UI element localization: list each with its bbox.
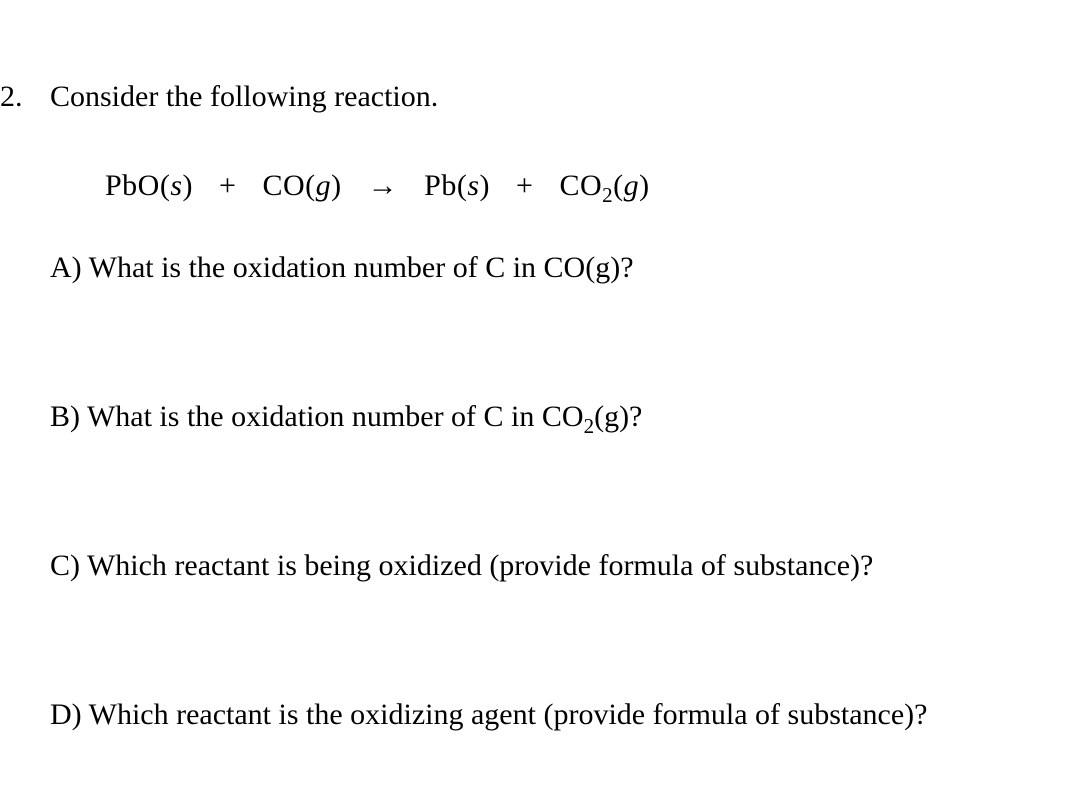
product-1: Pb(s) — [424, 169, 490, 203]
part-label: B) — [50, 400, 87, 433]
part-label: D) — [50, 698, 89, 731]
chemical-equation: PbO(s) + CO(g) → Pb(s) + CO2(g) — [50, 169, 1050, 203]
question-content: Consider the following reaction. PbO(s) … — [0, 80, 1080, 732]
question-number: 2. — [0, 80, 23, 114]
part-label: C) — [50, 549, 87, 582]
part-b: B) What is the oxidation number of C in … — [50, 400, 1050, 434]
reactant-2: CO(g) — [262, 169, 341, 203]
plus-symbol: + — [516, 169, 533, 203]
plus-symbol: + — [219, 169, 236, 203]
reactant-1: PbO(s) — [105, 169, 193, 203]
part-text: Which reactant is the oxidizing agent (p… — [89, 698, 928, 731]
part-d: D) Which reactant is the oxidizing agent… — [50, 698, 1050, 732]
question-intro: Consider the following reaction. — [50, 80, 1050, 114]
part-a: A) What is the oxidation number of C in … — [50, 251, 1050, 285]
part-c: C) Which reactant is being oxidized (pro… — [50, 549, 1050, 583]
part-text: What is the oxidation number of C in CO2… — [87, 400, 642, 433]
part-text: Which reactant is being oxidized (provid… — [87, 549, 873, 582]
part-text: What is the oxidation number of C in CO(… — [89, 251, 634, 284]
part-label: A) — [50, 251, 89, 284]
product-2: CO2(g) — [559, 169, 649, 203]
reaction-arrow: → — [368, 169, 399, 203]
